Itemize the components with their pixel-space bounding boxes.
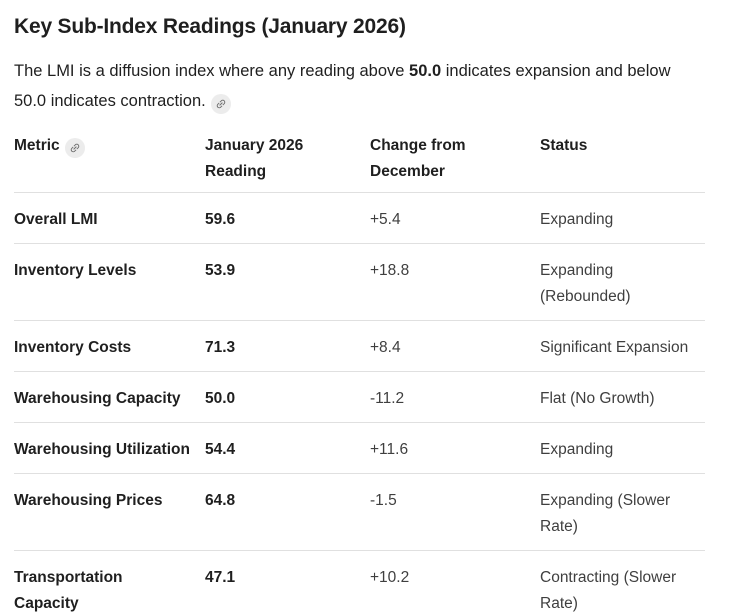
metric-cell: Warehousing Prices [14,492,163,509]
reading-cell: 71.3 [205,339,236,356]
metric-cell: Inventory Levels [14,262,137,279]
reading-cell: 64.8 [205,492,236,509]
column-header-reading: January 2026 Reading [205,137,304,180]
reading-cell: 47.1 [205,569,236,586]
page-title: Key Sub-Index Readings (January 2026) [14,15,406,38]
status-cell: Expanding [540,441,614,458]
metric-cell: Warehousing Utilization [14,441,190,458]
table-row: Transportation Capacity 47.1 +10.2 Contr… [14,551,705,615]
change-cell: +11.6 [370,441,409,458]
table-row: Warehousing Utilization 54.4 +11.6 Expan… [14,423,705,474]
change-cell: +5.4 [370,211,401,228]
metric-cell: Overall LMI [14,211,98,228]
table-row: Inventory Levels 53.9 +18.8 Expanding (R… [14,244,705,321]
column-header-status: Status [540,137,588,154]
column-header-change: Change from December [370,137,466,180]
change-cell: -1.5 [370,492,397,509]
change-cell: +10.2 [370,569,410,586]
status-cell: Contracting (Slower Rate) [540,569,677,612]
reading-cell: 54.4 [205,441,236,458]
metric-cell: Warehousing Capacity [14,390,181,407]
status-cell: Expanding (Slower Rate) [540,492,671,535]
metric-cell: Inventory Costs [14,339,132,356]
reading-cell: 53.9 [205,262,236,279]
metric-cell: Transportation Capacity [14,569,123,612]
column-header-metric: Metric [14,133,205,193]
table-row: Overall LMI 59.6 +5.4 Expanding [14,193,705,244]
table-header-row: Metric January 2026 Reading Change from … [14,133,705,193]
status-cell: Expanding (Rebounded) [540,262,631,305]
status-cell: Expanding [540,211,614,228]
change-cell: +8.4 [370,339,401,356]
change-cell: -11.2 [370,390,405,407]
metric-link-icon[interactable] [64,138,85,158]
status-cell: Flat (No Growth) [540,390,655,407]
intro-paragraph: The LMI is a diffusion index where any r… [14,56,720,116]
reading-cell: 59.6 [205,211,236,228]
status-cell: Significant Expansion [540,339,689,356]
table-row: Warehousing Capacity 50.0 -11.2 Flat (No… [14,372,705,423]
table-row: Inventory Costs 71.3 +8.4 Significant Ex… [14,321,705,372]
intro-bold-threshold: 50.0 [409,62,442,80]
intro-text-line1: The LMI is a diffusion index where any r… [14,62,410,80]
citation-link-icon[interactable] [210,94,231,114]
readings-table: Metric January 2026 Reading Change from … [14,133,705,615]
intro-text-line1-suffix: indicates expansion and below [441,62,671,80]
reading-cell: 50.0 [205,390,236,407]
change-cell: +18.8 [370,262,410,279]
intro-text-line2: 50.0 indicates contraction. [14,92,206,110]
table-row: Warehousing Prices 64.8 -1.5 Expanding (… [14,474,705,551]
